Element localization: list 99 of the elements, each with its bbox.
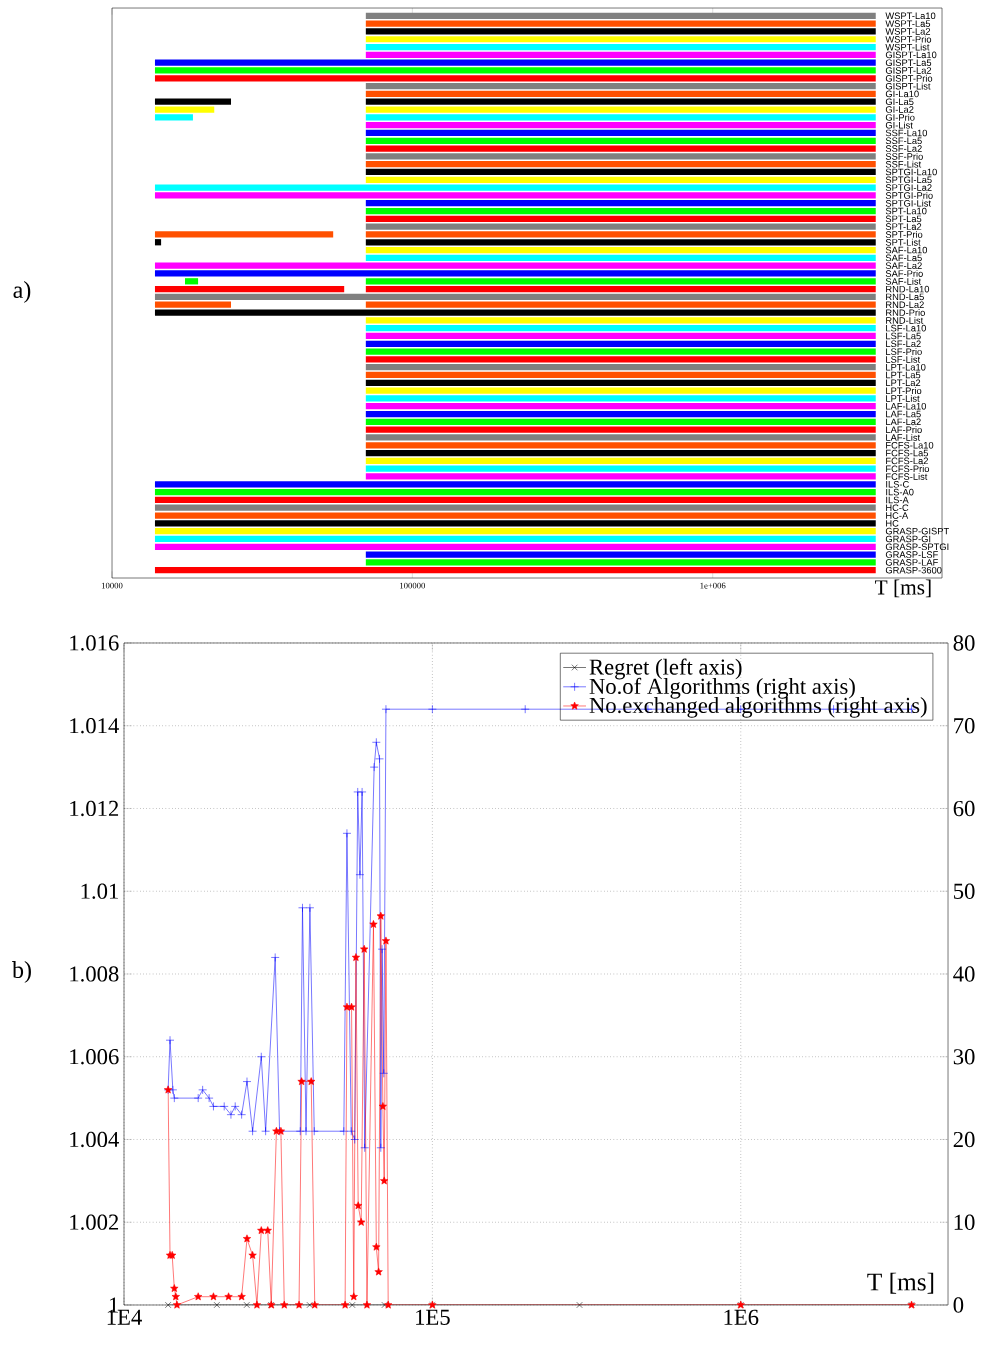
y-tick-label: LAF-La2 [886, 418, 921, 426]
y-tick-label: SSF-La10 [885, 129, 928, 137]
y-tick-label: LSF-La10 [886, 324, 927, 332]
text: b) [12, 961, 31, 983]
y-tick-label: GI-List [885, 121, 913, 129]
y2-tick-label: 80 [953, 635, 975, 651]
x-axis-title: T [ms] [875, 579, 931, 598]
y-tick-label: 1.008 [70, 966, 119, 982]
y-tick-label: GI-Prio [885, 113, 915, 121]
y2-tick-label: 30 [953, 1049, 975, 1065]
y-tick-label: SPTGI-La2 [885, 184, 932, 191]
y-tick-label: SAF-La10 [885, 246, 928, 254]
y2-tick-label: 10 [954, 1214, 975, 1230]
y-tick-label: GISPT-La2 [885, 67, 932, 74]
y-tick-label: GISPT-La10 [885, 51, 937, 59]
y-tick-label: LPT-La2 [886, 379, 921, 387]
y-tick-label: GRASP-LAF [885, 559, 938, 566]
y-tick-label: LSF-Prio [886, 348, 922, 355]
y-tick-label: GI-La5 [885, 98, 914, 106]
y-tick-label: RND-La2 [886, 301, 924, 309]
text: a) [13, 281, 31, 303]
y2-tick-label: 50 [954, 883, 975, 899]
x-tick-label: 1e+006 [700, 582, 726, 589]
y-tick-label: RND-List [886, 316, 924, 324]
y-tick-label: GISPT-List [885, 82, 931, 90]
y-tick-label: SPTGI-List [885, 199, 931, 207]
y-tick-label: GI-La2 [885, 106, 914, 113]
y-tick-label: ILS-A0 [886, 488, 914, 496]
y-tick-label: GRASP-SPTGI [885, 543, 949, 551]
y-tick-label: SAF-List [885, 277, 922, 285]
y-tick-label: LAF-List [886, 434, 921, 441]
y-tick-label: LAF-La10 [886, 402, 927, 410]
y-tick-label: FCFS-Prio [886, 465, 930, 473]
y-tick-label: GI-La10 [885, 90, 919, 98]
y-tick-label: SPT-La5 [885, 215, 922, 223]
x-axis-title: T [ms] [867, 1272, 934, 1294]
y-tick-label: SAF-La5 [885, 254, 922, 262]
y-tick-label: LPT-Prio [886, 387, 922, 395]
y-tick-label: RND-La5 [886, 293, 924, 301]
y-tick-label: HC [886, 520, 899, 527]
y-tick-label: SPTGI-La10 [885, 168, 937, 176]
y-tick-label: 1.006 [70, 1049, 119, 1065]
y-tick-label: 1.014 [70, 718, 119, 734]
y2-tick-label: 20 [953, 1131, 975, 1148]
y-tick-label: SPT-La10 [885, 207, 927, 215]
y2-tick-label: 70 [954, 718, 975, 734]
y-tick-label: SAF-La2 [885, 262, 922, 269]
y-tick-label: LPT-La5 [886, 371, 921, 379]
y2-tick-label: 40 [953, 966, 975, 982]
y-tick-label: GISPT-La5 [885, 59, 932, 66]
y-tick-label: WSPT-Prio [885, 35, 932, 43]
y-tick-label: WSPT-La2 [885, 28, 931, 35]
y-tick-label: SSF-List [885, 160, 922, 168]
y-tick-label: RND-La10 [886, 285, 930, 293]
y-tick-label: FCFS-La10 [886, 441, 934, 449]
y-tick-label: SSF-La5 [885, 137, 922, 145]
y-tick-label: FCFS-La5 [886, 449, 929, 457]
y-tick-label: LPT-La10 [886, 363, 926, 371]
legend-label: No.exchanged algorithms (right axis) [589, 697, 927, 718]
y-tick-label: 1.004 [70, 1131, 119, 1148]
y-tick-label: GISPT-Prio [885, 74, 933, 82]
y-tick-label: LSF-La2 [886, 340, 921, 348]
y-tick-label: GRASP-LSF [885, 551, 938, 558]
y-tick-label: FCFS-La2 [886, 457, 928, 465]
y2-tick-label: 0 [953, 1297, 964, 1313]
y-tick-label: LAF-La5 [886, 410, 921, 418]
y-tick-label: SPT-Prio [885, 231, 923, 238]
y-tick-label: GRASP-3600 [885, 566, 942, 574]
y-tick-label: SSF-La2 [885, 145, 922, 152]
y-tick-label: LSF-La5 [886, 332, 921, 340]
y-tick-label: ILS-C [886, 481, 909, 488]
y-tick-label: SSF-Prio [885, 152, 923, 160]
y-tick-label: ILS-A [886, 496, 909, 504]
y-tick-label: FCFS-List [886, 473, 928, 480]
y-tick-label: GRASP-GISPT [885, 527, 949, 535]
y-tick-label: 1.016 [70, 635, 119, 651]
x-tick-label: 1E5 [416, 1309, 450, 1325]
y-tick-label: RND-Prio [886, 309, 925, 316]
y-tick-label: SPTGI-Prio [885, 191, 933, 199]
y-tick-label: SAF-Prio [885, 270, 923, 277]
y-tick-label: 1.012 [70, 800, 119, 817]
y-tick-label: SPTGI-La5 [885, 176, 932, 184]
y-tick-label: LAF-Prio [886, 426, 922, 434]
y-tick-label: WSPT-List [885, 43, 930, 51]
y-tick-label: 1.01 [81, 883, 118, 899]
y-tick-label: LSF-List [886, 355, 921, 363]
x-tick-label: 100000 [400, 582, 426, 589]
y-tick-label: LPT-List [886, 395, 920, 402]
y-tick-label: SPT-La2 [885, 223, 922, 230]
y-tick-label: GRASP-GI [885, 535, 931, 543]
y-tick-label: HC-A [886, 512, 909, 519]
y-tick-label: 1.002 [70, 1214, 119, 1230]
x-tick-label: 10000 [101, 582, 123, 589]
y-tick-label: SPT-List [885, 238, 921, 246]
y-tick-label: HC-C [886, 504, 909, 512]
y-tick-label: WSPT-La10 [885, 12, 936, 20]
y-tick-label: WSPT-La5 [885, 20, 931, 27]
x-tick-label: 1E6 [724, 1309, 759, 1325]
y2-tick-label: 60 [953, 800, 975, 817]
